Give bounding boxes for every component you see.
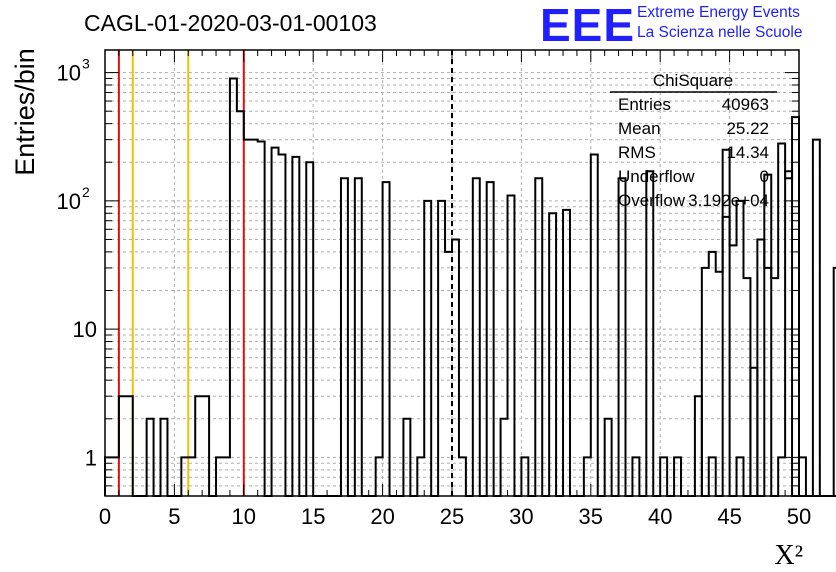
stats-row-value: 3.192e+04 <box>688 191 769 210</box>
chart-title: CAGL-01-2020-03-01-00103 <box>84 10 377 36</box>
stats-row-label: Underflow <box>618 167 695 186</box>
x-tick-label: 45 <box>717 504 741 529</box>
x-tick-label: 50 <box>787 504 811 529</box>
histogram-overlay-series <box>700 116 800 497</box>
x-tick-label: 35 <box>579 504 603 529</box>
stats-box: ChiSquare Entries 40963 Mean 25.22 RMS 14.34 U… <box>610 71 777 210</box>
x-tick-label: 40 <box>648 504 672 529</box>
stats-box-title: ChiSquare <box>653 71 733 90</box>
x-tick-label: 5 <box>168 504 180 529</box>
histogram-series <box>104 77 836 497</box>
x-axis-label: X² <box>774 540 803 571</box>
stats-row-value: 25.22 <box>726 119 769 138</box>
y-tick-label: 10 <box>57 189 81 214</box>
eee-logo: EEE <box>540 0 636 51</box>
y-tick-exponent: 3 <box>82 56 90 72</box>
x-tick-label: 15 <box>301 504 325 529</box>
stats-row-label: RMS <box>618 143 656 162</box>
stats-row-label: Entries <box>618 95 671 114</box>
y-tick-label: 10 <box>73 317 97 342</box>
x-tick-label: 0 <box>99 504 111 529</box>
x-tick-label: 20 <box>370 504 394 529</box>
histogram-layer <box>104 77 836 497</box>
stats-row-value: 40963 <box>722 95 769 114</box>
stats-row-value: 0 <box>760 167 769 186</box>
y-tick-label: 1 <box>85 445 97 470</box>
stats-row-label: Overflow <box>618 191 686 210</box>
org-line-1: Extreme Energy Events <box>637 4 800 21</box>
org-line-2: La Scienza nelle Scuole <box>637 24 803 41</box>
x-tick-label: 25 <box>440 504 464 529</box>
y-tick-exponent: 2 <box>82 184 90 200</box>
y-tick-label: 10 <box>57 61 81 86</box>
stats-row-label: Mean <box>618 119 661 138</box>
x-tick-label: 10 <box>232 504 256 529</box>
x-tick-label: 30 <box>509 504 533 529</box>
stats-row-value: 14.34 <box>726 143 769 162</box>
y-axis-label: Entries/bin <box>10 48 40 176</box>
